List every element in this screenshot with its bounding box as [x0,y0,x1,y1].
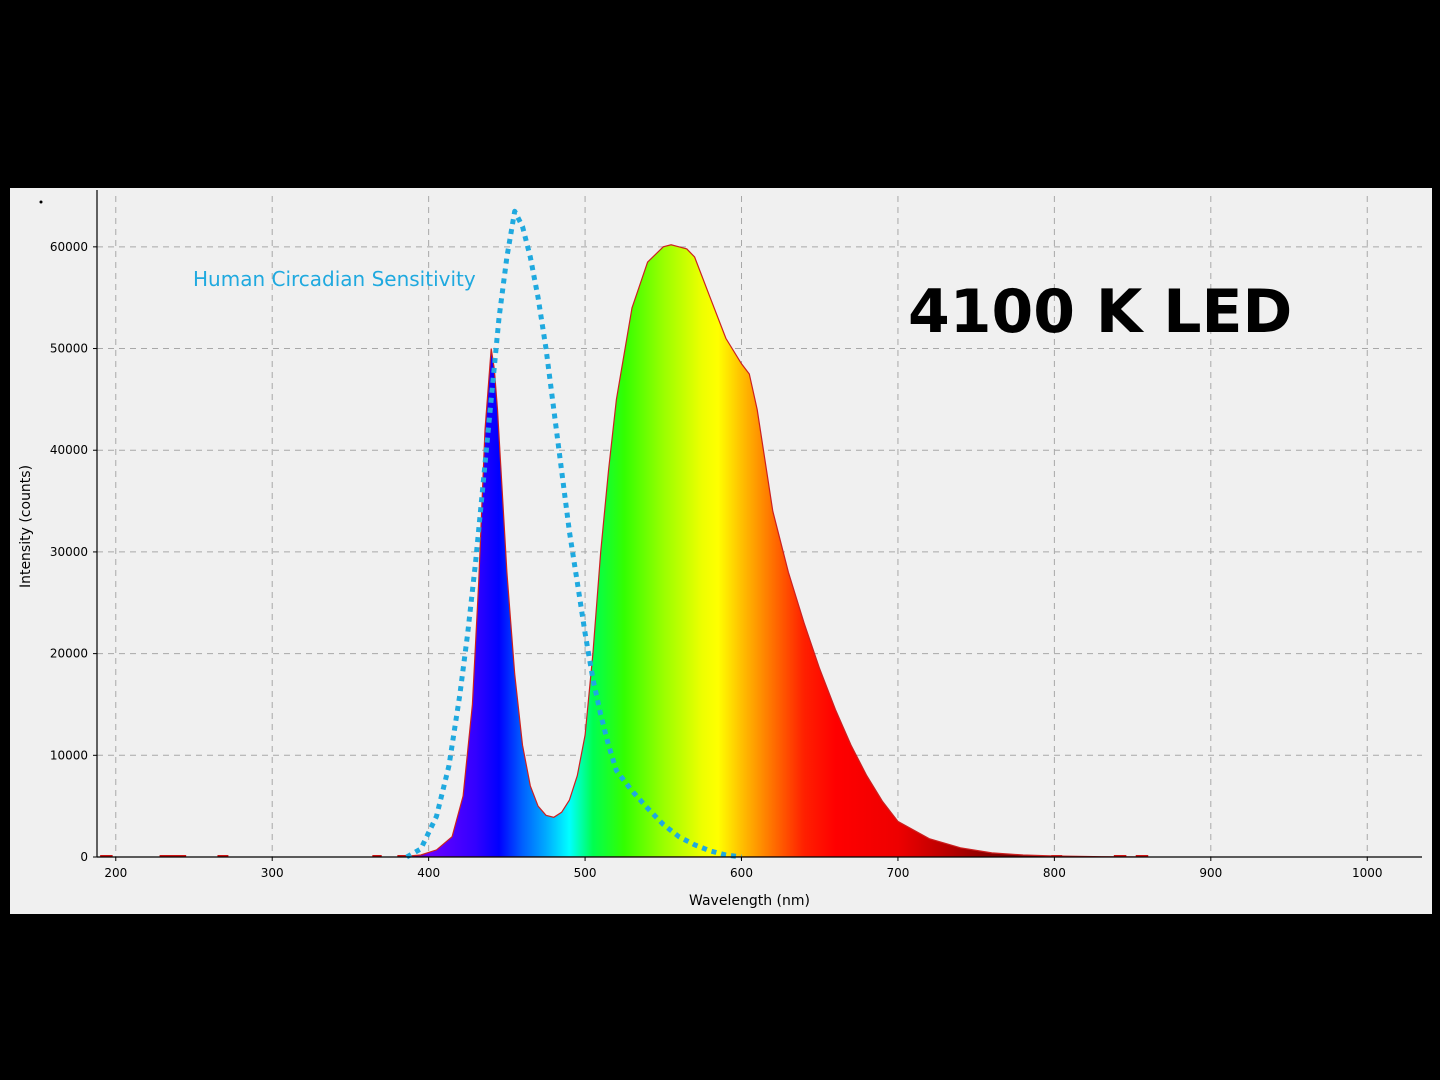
x-tick-label: 300 [261,866,284,880]
x-tick-label: 500 [574,866,597,880]
chart-panel: 200 300 400 500 600 700 800 900 1000 0 10000 20000… [10,188,1432,914]
led-spectrum-area [397,244,1149,857]
circadian-annotation: Human Circadian Sensitivity [193,267,476,291]
y-axis-title: Intensity (counts) [18,465,34,588]
x-tick-label: 700 [886,866,909,880]
chart-title: 4100 K LED [908,277,1292,347]
y-tick-label: 20000 [50,647,88,661]
y-tick-label: 10000 [50,748,88,762]
x-tick-label: 800 [1043,866,1066,880]
axes [39,190,1422,858]
x-tick-label: 1000 [1352,866,1383,880]
circadian-sensitivity-curve [405,208,742,860]
y-tick-label: 0 [80,850,88,864]
x-tick-label: 200 [104,866,127,880]
x-tick-labels: 200 300 400 500 600 700 800 900 1000 [104,857,1383,880]
x-tick-label: 400 [417,866,440,880]
y-tick-labels: 0 10000 20000 30000 40000 50000 60000 [50,240,97,864]
series-area-layer [397,244,1149,857]
y-tick-label: 30000 [50,545,88,559]
x-axis-title: Wavelength (nm) [689,893,810,909]
y-tick-label: 50000 [50,342,88,356]
y-tick-label: 40000 [50,443,88,457]
corner-dot [39,200,43,204]
y-tick-label: 60000 [50,240,88,254]
spectrum-chart: 200 300 400 500 600 700 800 900 1000 0 10000 20000… [18,190,1422,909]
series-curve-layer [405,208,742,860]
x-tick-label: 600 [730,866,753,880]
x-tick-label: 900 [1199,866,1222,880]
